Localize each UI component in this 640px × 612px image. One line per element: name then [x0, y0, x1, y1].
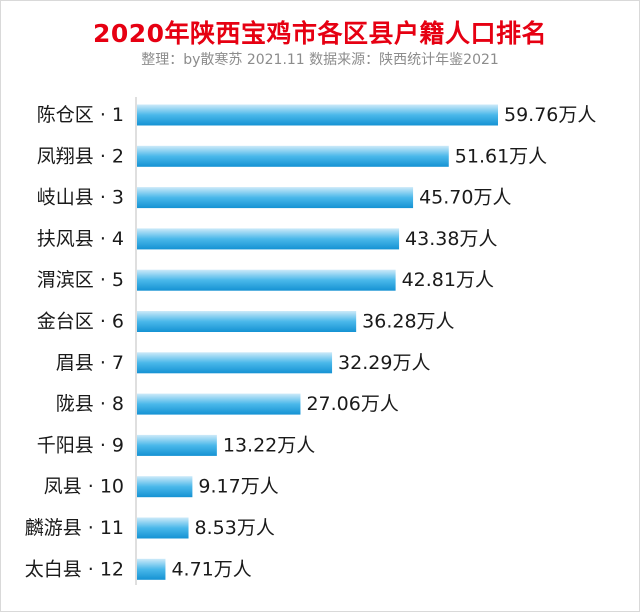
- bar: [137, 352, 333, 374]
- bar: [137, 311, 357, 332]
- bar: [137, 476, 193, 498]
- bar: [137, 434, 217, 456]
- chart-title: 2020年陕西宝鸡市各区县户籍人口排名: [92, 19, 548, 48]
- value-label: 45.70万人: [419, 187, 511, 209]
- value-label: 32.29万人: [338, 352, 430, 374]
- bar: [137, 393, 301, 415]
- value-label: 43.38万人: [405, 228, 497, 250]
- value-label: 27.06万人: [306, 393, 398, 415]
- value-label: 51.61万人: [455, 145, 547, 167]
- category-label: 凤县 · 10: [44, 476, 124, 498]
- category-label: 麟游县 · 11: [25, 517, 124, 539]
- category-label: 千阳县 · 9: [37, 434, 124, 456]
- chart-subtitle: 整理：by散寒苏 2021.11 数据来源：陕西统计年鉴2021: [141, 52, 499, 68]
- value-label: 13.22万人: [223, 434, 315, 456]
- category-label: 扶风县 · 4: [37, 228, 124, 250]
- category-label: 金台区 · 6: [37, 311, 124, 333]
- category-label: 岐山县 · 3: [37, 187, 124, 209]
- value-label: 42.81万人: [402, 269, 494, 291]
- value-label: 36.28万人: [362, 311, 454, 333]
- category-label: 陈仓区 · 1: [37, 104, 124, 126]
- value-label: 59.76万人: [504, 104, 596, 126]
- category-label: 渭滨区 · 5: [37, 269, 124, 291]
- category-label: 陇县 · 8: [56, 393, 124, 415]
- value-label: 4.71万人: [171, 558, 251, 580]
- category-label: 眉县 · 7: [56, 352, 124, 374]
- bar: [137, 104, 498, 126]
- value-label: 8.53万人: [195, 517, 275, 539]
- category-label: 凤翔县 · 2: [37, 145, 124, 167]
- value-label: 9.17万人: [198, 476, 278, 498]
- bar: [137, 145, 449, 167]
- bar: [137, 558, 166, 580]
- bar: [137, 517, 189, 539]
- bar: [137, 269, 396, 291]
- bar: [137, 228, 400, 250]
- bar: [137, 187, 414, 209]
- category-label: 太白县 · 12: [25, 558, 124, 580]
